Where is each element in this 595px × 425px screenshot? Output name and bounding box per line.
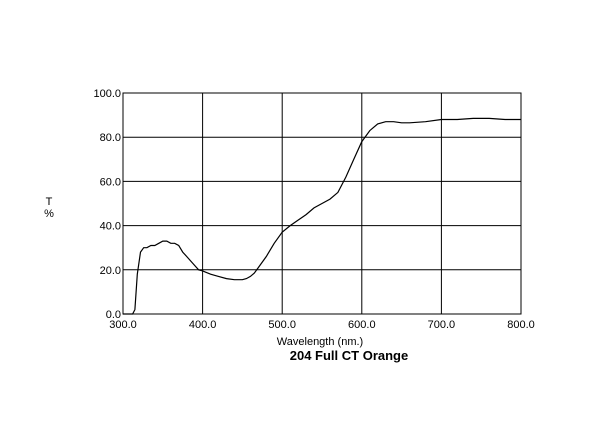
x-axis-ticks: 300.0 400.0 500.0 600.0 700.0 800.0 [109, 319, 535, 331]
transmission-curve [123, 117, 521, 315]
x-tick-label: 300.0 [109, 319, 137, 331]
y-axis-ticks: 0.0 20.0 40.0 60.0 80.0 100.0 [93, 88, 121, 321]
x-axis-label: Wavelength (nm.) [277, 336, 363, 348]
grid-lines [123, 93, 521, 314]
y-axis-label-bottom: % [44, 208, 54, 220]
y-tick-label: 80.0 [100, 132, 121, 144]
x-tick-label: 400.0 [189, 319, 217, 331]
y-axis-label-top: T [46, 196, 53, 208]
x-tick-label: 800.0 [507, 319, 535, 331]
y-tick-label: 60.0 [100, 176, 121, 188]
plot-area [122, 92, 522, 315]
y-tick-label: 40.0 [100, 221, 121, 233]
y-tick-label: 0.0 [106, 309, 121, 321]
x-tick-label: 500.0 [268, 319, 296, 331]
y-tick-label: 20.0 [100, 265, 121, 277]
chart-title: 204 Full CT Orange [290, 348, 408, 363]
y-tick-label: 100.0 [93, 88, 121, 100]
x-tick-label: 600.0 [348, 319, 376, 331]
x-tick-label: 700.0 [428, 319, 456, 331]
